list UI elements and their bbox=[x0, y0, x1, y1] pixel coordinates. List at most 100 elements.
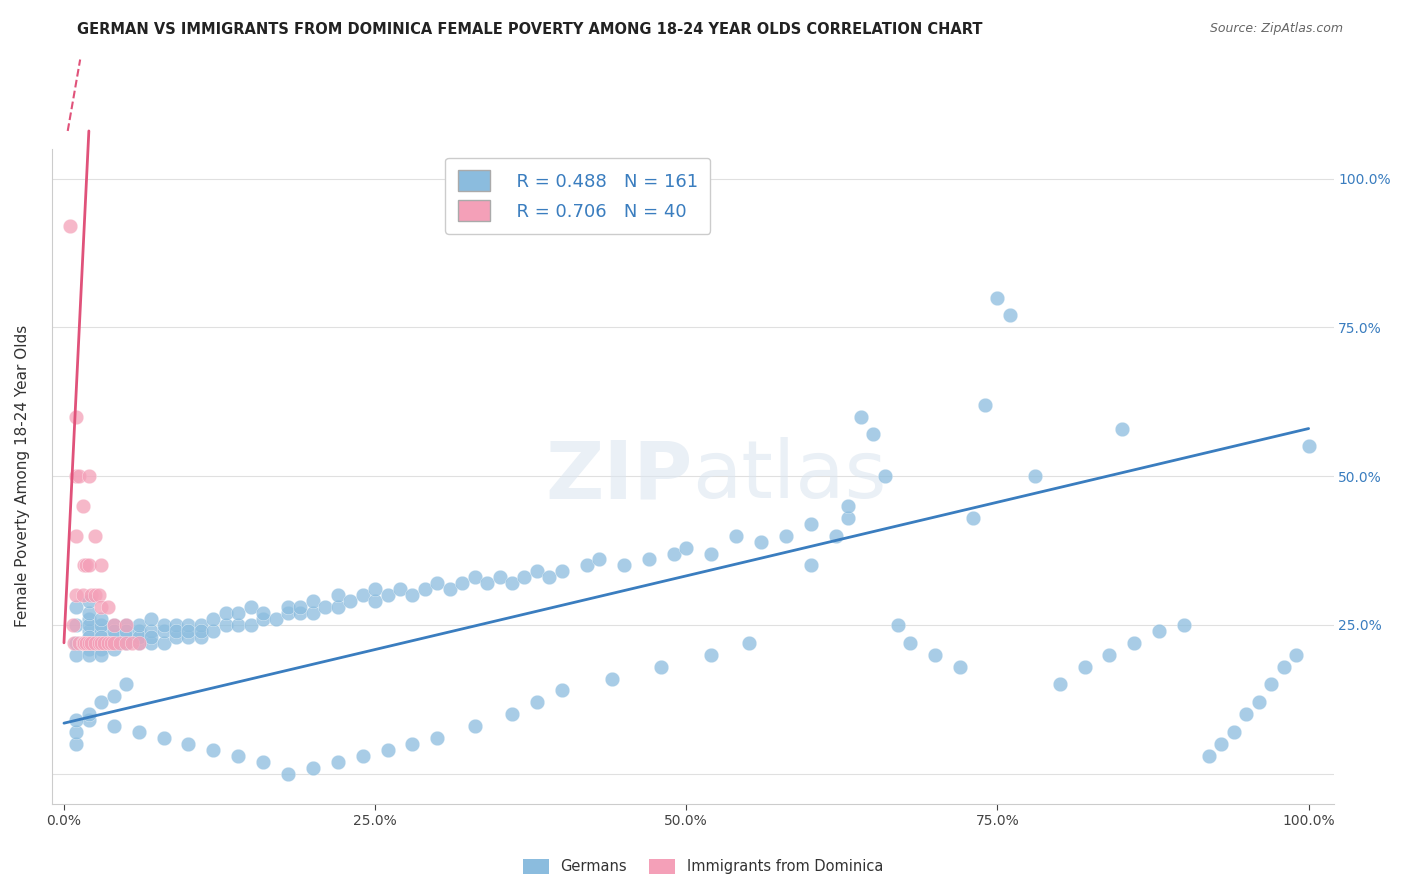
Point bbox=[998, 309, 1021, 323]
Point bbox=[77, 636, 100, 650]
Point bbox=[277, 600, 299, 615]
Point bbox=[538, 570, 561, 584]
Point bbox=[290, 606, 312, 620]
Point bbox=[103, 618, 125, 632]
Point bbox=[90, 558, 112, 573]
Point bbox=[202, 624, 225, 638]
Y-axis label: Female Poverty Among 18-24 Year Olds: Female Poverty Among 18-24 Year Olds bbox=[15, 325, 30, 627]
Point bbox=[488, 570, 510, 584]
Point bbox=[90, 636, 112, 650]
Point bbox=[650, 659, 672, 673]
Point bbox=[108, 636, 131, 650]
Point bbox=[551, 565, 574, 579]
Point bbox=[77, 641, 100, 656]
Point bbox=[115, 630, 138, 644]
Point bbox=[1298, 439, 1320, 453]
Point bbox=[139, 612, 162, 626]
Point bbox=[90, 624, 112, 638]
Legend: Germans, Immigrants from Dominica: Germans, Immigrants from Dominica bbox=[517, 853, 889, 880]
Point bbox=[202, 612, 225, 626]
Point bbox=[65, 636, 87, 650]
Point bbox=[949, 659, 972, 673]
Point bbox=[464, 719, 486, 733]
Point bbox=[413, 582, 436, 597]
Point bbox=[65, 725, 87, 739]
Point bbox=[80, 636, 103, 650]
Point bbox=[67, 469, 90, 483]
Point bbox=[90, 636, 112, 650]
Point bbox=[1272, 659, 1295, 673]
Point bbox=[128, 636, 150, 650]
Point bbox=[128, 624, 150, 638]
Point bbox=[1285, 648, 1308, 662]
Point bbox=[65, 588, 87, 602]
Point bbox=[190, 624, 212, 638]
Point bbox=[65, 409, 87, 424]
Point bbox=[800, 558, 823, 573]
Point bbox=[837, 511, 859, 525]
Point bbox=[77, 707, 100, 722]
Point bbox=[326, 588, 349, 602]
Text: ZIP: ZIP bbox=[546, 437, 693, 516]
Point bbox=[84, 588, 107, 602]
Point bbox=[775, 529, 797, 543]
Point bbox=[1111, 421, 1133, 435]
Point bbox=[464, 570, 486, 584]
Point bbox=[139, 636, 162, 650]
Point bbox=[65, 600, 87, 615]
Point bbox=[824, 529, 846, 543]
Point bbox=[675, 541, 697, 555]
Point bbox=[849, 409, 872, 424]
Point bbox=[93, 636, 115, 650]
Point bbox=[90, 641, 112, 656]
Point bbox=[1198, 748, 1220, 763]
Text: atlas: atlas bbox=[693, 437, 887, 516]
Point bbox=[87, 636, 110, 650]
Point bbox=[613, 558, 636, 573]
Point bbox=[501, 707, 523, 722]
Point bbox=[924, 648, 946, 662]
Point bbox=[103, 618, 125, 632]
Point bbox=[128, 636, 150, 650]
Point bbox=[575, 558, 598, 573]
Point bbox=[513, 570, 536, 584]
Point bbox=[77, 606, 100, 620]
Point bbox=[1123, 636, 1146, 650]
Point bbox=[87, 588, 110, 602]
Point bbox=[837, 499, 859, 513]
Point bbox=[77, 594, 100, 608]
Point bbox=[75, 636, 97, 650]
Point bbox=[77, 624, 100, 638]
Point bbox=[152, 636, 174, 650]
Point bbox=[80, 588, 103, 602]
Point bbox=[339, 594, 361, 608]
Point bbox=[103, 624, 125, 638]
Point bbox=[364, 582, 387, 597]
Text: GERMAN VS IMMIGRANTS FROM DOMINICA FEMALE POVERTY AMONG 18-24 YEAR OLDS CORRELAT: GERMAN VS IMMIGRANTS FROM DOMINICA FEMAL… bbox=[77, 22, 983, 37]
Point bbox=[77, 636, 100, 650]
Point bbox=[128, 725, 150, 739]
Point bbox=[115, 618, 138, 632]
Point bbox=[90, 648, 112, 662]
Point bbox=[1073, 659, 1095, 673]
Text: Source: ZipAtlas.com: Source: ZipAtlas.com bbox=[1209, 22, 1343, 36]
Point bbox=[103, 636, 125, 650]
Point bbox=[1211, 737, 1233, 751]
Point bbox=[1024, 469, 1046, 483]
Point bbox=[100, 636, 122, 650]
Point bbox=[290, 600, 312, 615]
Point bbox=[215, 606, 238, 620]
Point bbox=[77, 558, 100, 573]
Point bbox=[526, 695, 548, 709]
Point bbox=[65, 737, 87, 751]
Point bbox=[73, 636, 96, 650]
Point bbox=[252, 606, 274, 620]
Point bbox=[90, 630, 112, 644]
Point bbox=[90, 618, 112, 632]
Point bbox=[725, 529, 748, 543]
Legend:   R = 0.488   N = 161,   R = 0.706   N = 40: R = 0.488 N = 161, R = 0.706 N = 40 bbox=[446, 158, 710, 234]
Point bbox=[1260, 677, 1282, 691]
Point bbox=[352, 588, 374, 602]
Point bbox=[1223, 725, 1246, 739]
Point bbox=[501, 576, 523, 591]
